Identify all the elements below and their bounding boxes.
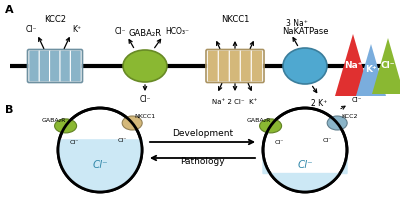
Polygon shape bbox=[58, 140, 142, 192]
Text: Cl⁻: Cl⁻ bbox=[114, 26, 126, 36]
FancyBboxPatch shape bbox=[50, 50, 60, 82]
Text: Na⁺: Na⁺ bbox=[344, 60, 362, 70]
Text: NKCC1: NKCC1 bbox=[134, 114, 156, 119]
Text: Cl⁻: Cl⁻ bbox=[351, 97, 362, 103]
Ellipse shape bbox=[122, 116, 142, 130]
FancyBboxPatch shape bbox=[207, 50, 219, 82]
Text: KCC2: KCC2 bbox=[44, 15, 66, 24]
Text: Cl⁻: Cl⁻ bbox=[69, 140, 79, 145]
Text: K⁺: K⁺ bbox=[365, 66, 377, 74]
Text: Na⁺ 2 Cl⁻  K⁺: Na⁺ 2 Cl⁻ K⁺ bbox=[212, 99, 258, 105]
Text: 3 Na⁺: 3 Na⁺ bbox=[286, 20, 308, 28]
FancyBboxPatch shape bbox=[29, 50, 40, 82]
Text: 2 K⁺: 2 K⁺ bbox=[311, 99, 327, 108]
Ellipse shape bbox=[123, 50, 167, 82]
Text: Pathology: Pathology bbox=[180, 157, 225, 166]
Ellipse shape bbox=[283, 48, 327, 84]
FancyBboxPatch shape bbox=[240, 50, 252, 82]
Text: Cl⁻: Cl⁻ bbox=[92, 160, 108, 170]
Text: HCO₃⁻: HCO₃⁻ bbox=[165, 26, 189, 36]
FancyBboxPatch shape bbox=[70, 50, 81, 82]
Ellipse shape bbox=[54, 119, 76, 133]
Text: Cl⁻: Cl⁻ bbox=[139, 96, 151, 104]
Text: Cl⁻: Cl⁻ bbox=[322, 138, 332, 143]
Text: NaKATPase: NaKATPase bbox=[282, 27, 328, 36]
FancyBboxPatch shape bbox=[218, 50, 230, 82]
Text: Development: Development bbox=[172, 129, 233, 138]
Text: KCC2: KCC2 bbox=[342, 114, 358, 119]
FancyBboxPatch shape bbox=[39, 50, 50, 82]
Ellipse shape bbox=[260, 119, 282, 133]
Text: B: B bbox=[5, 105, 13, 115]
FancyBboxPatch shape bbox=[251, 50, 263, 82]
FancyBboxPatch shape bbox=[229, 50, 241, 82]
Text: NKCC1: NKCC1 bbox=[221, 15, 249, 24]
Text: GABA₂R: GABA₂R bbox=[42, 118, 66, 123]
Polygon shape bbox=[356, 44, 386, 96]
Text: A: A bbox=[5, 5, 14, 15]
Polygon shape bbox=[263, 150, 347, 192]
Polygon shape bbox=[335, 34, 371, 96]
Text: Cl⁻: Cl⁻ bbox=[297, 160, 313, 170]
Text: Cl⁻: Cl⁻ bbox=[25, 24, 37, 33]
Text: GABA₂R: GABA₂R bbox=[128, 29, 162, 38]
Circle shape bbox=[58, 108, 142, 192]
FancyBboxPatch shape bbox=[60, 50, 71, 82]
Text: K⁺: K⁺ bbox=[72, 24, 82, 33]
Text: GABA₂R: GABA₂R bbox=[247, 118, 271, 123]
Circle shape bbox=[263, 108, 347, 192]
Text: Cl⁻: Cl⁻ bbox=[381, 62, 395, 71]
Text: Cl⁻: Cl⁻ bbox=[274, 140, 284, 145]
Ellipse shape bbox=[327, 116, 347, 130]
Polygon shape bbox=[372, 38, 400, 94]
Text: Cl⁻: Cl⁻ bbox=[117, 138, 127, 143]
